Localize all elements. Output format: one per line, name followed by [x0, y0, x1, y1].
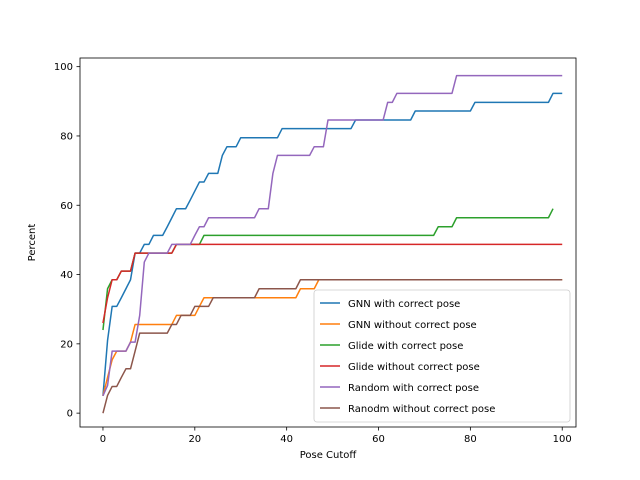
- series-line-1: [102, 92, 563, 396]
- series-line-4: [102, 243, 563, 324]
- y-tick-label: 60: [60, 201, 73, 212]
- legend: GNN with correct pose GNN without correct…: [313, 289, 571, 423]
- y-tick-label: 20: [60, 339, 73, 350]
- x-tick-label: 40: [280, 434, 293, 445]
- legend-label: Ranodm without correct pose: [348, 404, 495, 415]
- series-line-6: [102, 279, 563, 414]
- x-axis-label: Pose Cutoff: [300, 450, 358, 461]
- y-ticks: 0 20 40 60 80 100: [54, 62, 80, 420]
- x-tick-label: 100: [553, 434, 572, 445]
- x-tick-label: 20: [188, 434, 201, 445]
- plot-lines: [102, 74, 563, 414]
- legend-label: GNN with correct pose: [348, 299, 460, 310]
- x-tick-label: 80: [464, 434, 477, 445]
- legend-box: [313, 289, 571, 423]
- y-tick-label: 80: [60, 131, 73, 142]
- legend-label: GNN without correct pose: [348, 320, 477, 331]
- y-tick-label: 0: [67, 409, 73, 420]
- series-line-5: [102, 74, 563, 397]
- y-tick-label: 100: [54, 62, 73, 73]
- x-tick-label: 60: [372, 434, 385, 445]
- legend-label: Random with correct pose: [348, 383, 479, 394]
- y-axis-label: Percent: [27, 224, 38, 262]
- legend-label: Glide with correct pose: [348, 341, 463, 352]
- plot-frame: [79, 57, 577, 428]
- y-tick-label: 40: [60, 270, 73, 281]
- legend-label: Glide without correct pose: [348, 362, 480, 373]
- x-ticks: 0 20 40 60 80 100: [100, 427, 572, 445]
- series-line-2: [102, 279, 563, 397]
- x-tick-label: 0: [100, 434, 106, 445]
